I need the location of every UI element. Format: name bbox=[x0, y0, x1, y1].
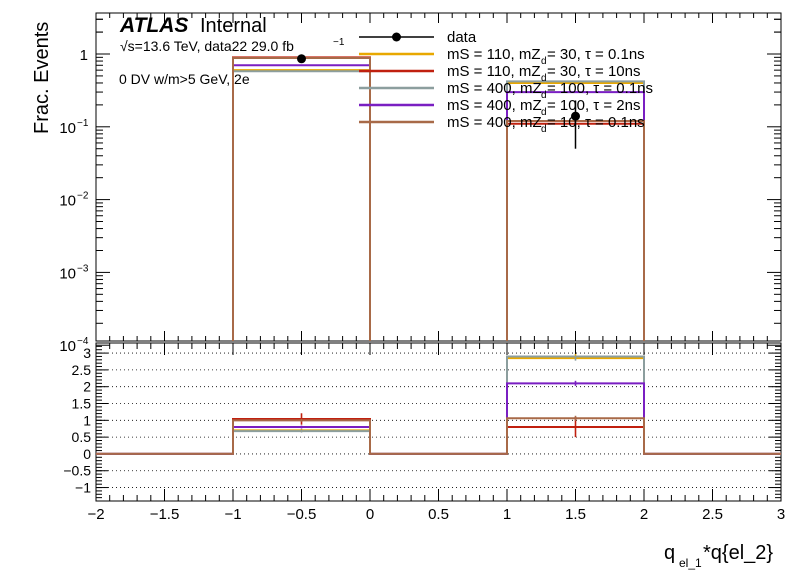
ratio-y-tick-label: 1.5 bbox=[72, 396, 92, 412]
legend-series-sub: d bbox=[541, 56, 547, 67]
energy-lumi-label: √s=13.6 TeV, data22 29.0 fb bbox=[120, 38, 294, 54]
x-axis-label-rest: *q{el_2} bbox=[703, 542, 773, 564]
y-tick-exponent: −2 bbox=[77, 191, 89, 202]
hist-bar bbox=[506, 120, 645, 341]
ratio-axes: −1−0.500.511.522.53−2 −1.5 −1 −0.5 0 0.5 1 1.5 2… bbox=[63, 343, 785, 523]
x-tick-label: −1 bbox=[224, 506, 241, 523]
legend-series-label: mS = 400, mZ bbox=[447, 97, 542, 114]
ratio-y-tick-label: 2.5 bbox=[72, 362, 92, 378]
ratio-y-tick-label: 2 bbox=[83, 379, 91, 395]
hist-bar bbox=[232, 57, 371, 341]
ratio-y-tick-label: 3 bbox=[83, 345, 91, 361]
legend-series-rest: = 10, τ = 0.1ns bbox=[547, 114, 645, 131]
ratio-plot-frame bbox=[95, 342, 782, 502]
ratio-hist-line bbox=[96, 355, 781, 455]
ratio-y-tick-label: 1 bbox=[83, 412, 91, 428]
ratio-y-tick-label: −0.5 bbox=[63, 463, 91, 479]
y-tick-label: 10 bbox=[59, 120, 76, 137]
x-tick-label: 3 bbox=[777, 506, 785, 523]
legend-series-rest: = 100, τ = 2ns bbox=[547, 97, 641, 114]
ratio-hist-line bbox=[96, 417, 781, 455]
main-y-axis: 110−110−210−310−4 bbox=[59, 13, 782, 355]
legend-series-label: mS = 400, mZ bbox=[447, 80, 542, 97]
legend-data-label: data bbox=[447, 29, 477, 46]
ratio-grid bbox=[96, 352, 781, 488]
y-tick-label: 10 bbox=[59, 338, 76, 355]
hist-bar bbox=[232, 56, 371, 341]
data-point bbox=[297, 54, 306, 64]
ratio-hist-line bbox=[96, 417, 781, 455]
hist-bar bbox=[506, 122, 645, 341]
y-tick-exponent: −4 bbox=[77, 336, 89, 347]
ratio-y-tick-label: 0.5 bbox=[72, 429, 92, 445]
legend-series-sub: d bbox=[541, 90, 547, 101]
y-tick-label: 1 bbox=[80, 47, 88, 64]
legend-series-rest: = 100, τ = 0.1ns bbox=[547, 80, 653, 97]
legend-data-marker bbox=[392, 32, 401, 42]
x-axis-label-sub: el_1 bbox=[679, 556, 702, 570]
main-plot-frame bbox=[95, 12, 782, 342]
x-tick-label: −1.5 bbox=[150, 506, 180, 523]
ratio-histograms bbox=[96, 355, 781, 455]
ratio-data-points bbox=[300, 353, 577, 438]
atlas-label: ATLAS bbox=[119, 14, 188, 37]
y-tick-label: 10 bbox=[59, 193, 76, 210]
legend-series-sub: d bbox=[541, 124, 547, 135]
ratio-hist-line bbox=[96, 357, 781, 455]
hist-bar bbox=[232, 70, 371, 341]
ratio-y-tick-label: 0 bbox=[83, 446, 91, 462]
ratio-y-tick-label: −1 bbox=[75, 480, 91, 496]
x-tick-label: 1 bbox=[503, 506, 511, 523]
x-tick-label: 0 bbox=[366, 506, 374, 523]
x-tick-label: −2 bbox=[87, 506, 104, 523]
x-tick-label: 0.5 bbox=[428, 506, 449, 523]
legend-series-label: mS = 110, mZ bbox=[447, 63, 541, 80]
legend-series-sub: d bbox=[541, 107, 547, 118]
main-histograms bbox=[232, 56, 645, 341]
data-point bbox=[571, 111, 580, 121]
y-tick-label: 10 bbox=[59, 265, 76, 282]
legend-series-rest: = 30, τ = 10ns bbox=[547, 63, 641, 80]
legend-series-rest: = 30, τ = 0.1ns bbox=[547, 46, 645, 63]
x-axis-label: q bbox=[664, 542, 675, 564]
ratio-hist-line bbox=[96, 382, 781, 455]
x-tick-label: 1.5 bbox=[565, 506, 586, 523]
legend-series-label: mS = 400, mZ bbox=[447, 114, 542, 131]
hist-bar bbox=[232, 69, 371, 341]
internal-label: Internal bbox=[200, 15, 267, 37]
legend-series-sub: d bbox=[541, 73, 547, 84]
x-tick-label: 2 bbox=[640, 506, 648, 523]
hist-bar bbox=[232, 64, 371, 341]
y-tick-exponent: −1 bbox=[77, 118, 89, 129]
selection-label: 0 DV w/m>5 GeV, 2e bbox=[119, 71, 250, 87]
y-tick-exponent: −3 bbox=[77, 263, 89, 274]
x-tick-label: −0.5 bbox=[287, 506, 317, 523]
lumi-exponent: −1 bbox=[333, 37, 345, 48]
y-axis-label: Frac. Events bbox=[31, 22, 53, 134]
legend-series-label: mS = 110, mZ bbox=[447, 46, 541, 63]
main-data-points bbox=[297, 54, 580, 149]
x-tick-label: 2.5 bbox=[702, 506, 723, 523]
